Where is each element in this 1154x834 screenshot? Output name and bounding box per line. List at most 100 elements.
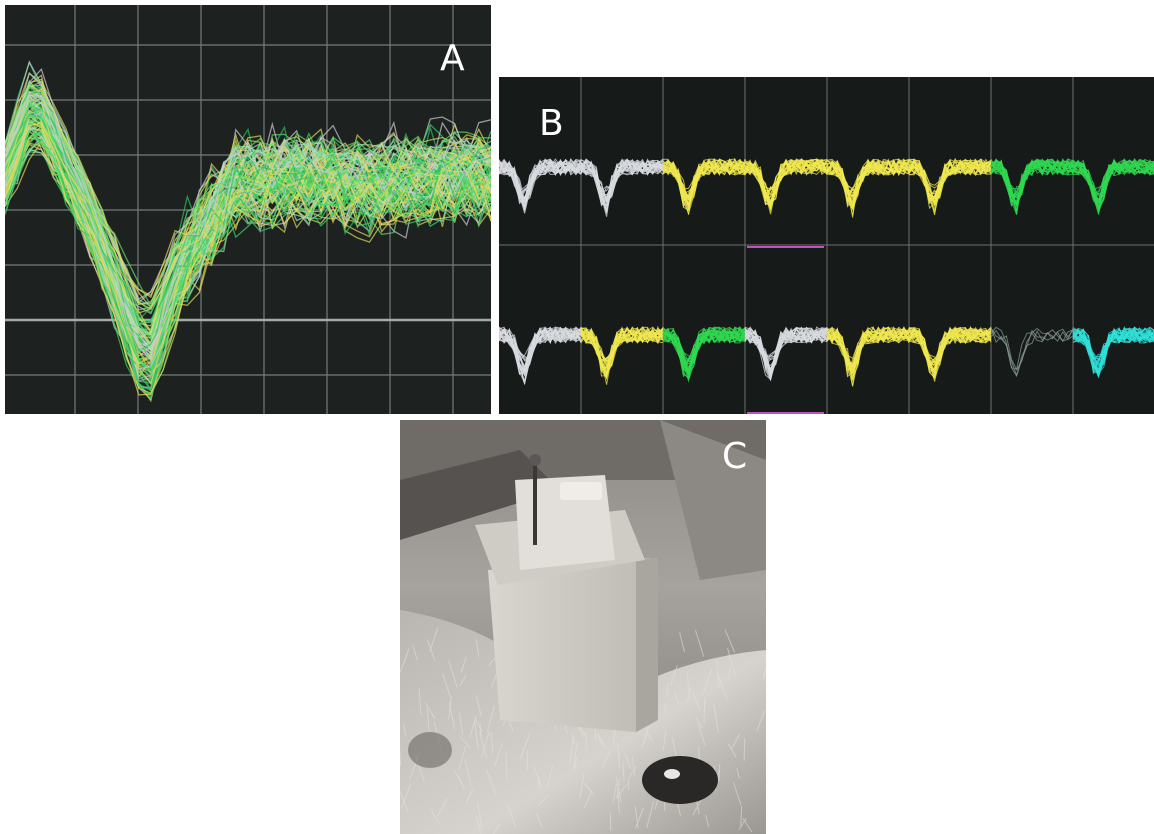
waveform-trace xyxy=(580,158,664,206)
fur-stroke xyxy=(617,792,620,813)
fur-stroke xyxy=(673,691,679,704)
fur-stroke xyxy=(612,783,617,803)
fur-stroke xyxy=(743,738,746,761)
waveform-trace xyxy=(826,326,910,372)
fur-stroke xyxy=(628,766,637,778)
fur-stroke xyxy=(459,777,465,791)
fur-stroke xyxy=(436,798,448,817)
fur-stroke xyxy=(402,724,407,737)
fur-stroke xyxy=(465,788,474,804)
fur-stroke xyxy=(424,702,436,719)
waveform-trace xyxy=(990,160,1074,207)
fur-stroke xyxy=(494,743,503,767)
fur-stroke xyxy=(597,733,606,748)
waveform-trace xyxy=(5,122,491,395)
fur-stroke xyxy=(701,667,713,696)
fur-stroke xyxy=(694,630,705,657)
fur-stroke xyxy=(546,765,554,789)
fur-stroke xyxy=(475,815,482,834)
panel-b-image: B xyxy=(499,77,1154,414)
fur-stroke xyxy=(718,764,721,781)
waveform-trace xyxy=(662,328,746,377)
waveform-trace xyxy=(826,328,910,371)
panel-a-image: A xyxy=(5,5,491,414)
fur-stroke xyxy=(579,773,585,799)
panel-c-image: C xyxy=(400,420,766,834)
fur-stroke xyxy=(519,733,531,759)
fur-stroke xyxy=(617,742,621,769)
fur-stroke xyxy=(613,727,615,746)
fur-stroke xyxy=(538,794,549,807)
waveform-trace xyxy=(5,111,491,370)
fur-stroke xyxy=(664,702,667,715)
fur-stroke xyxy=(442,673,452,699)
fur-stroke xyxy=(692,797,703,816)
fur-stroke xyxy=(697,723,706,746)
waveform-trace xyxy=(499,158,582,205)
waveform-trace xyxy=(744,329,828,371)
waveform-trace xyxy=(5,113,491,326)
fur-stroke xyxy=(479,723,482,737)
waveform-trace xyxy=(908,329,992,380)
waveform-trace xyxy=(744,161,828,202)
fur-stroke xyxy=(624,753,632,770)
fur-stroke xyxy=(634,807,644,830)
waveform-trace xyxy=(5,90,491,362)
waveform-trace xyxy=(744,158,828,206)
waveform-trace xyxy=(744,326,828,377)
fur-stroke xyxy=(740,805,743,826)
waveform-trace xyxy=(5,100,491,386)
waveform-trace xyxy=(990,159,1074,207)
fur-stroke xyxy=(464,759,472,786)
fur-stroke xyxy=(486,705,496,732)
fur-stroke xyxy=(474,721,479,750)
waveform-trace xyxy=(662,327,746,383)
fur-stroke xyxy=(475,695,482,716)
fur-stroke xyxy=(601,750,611,770)
waveform-trace xyxy=(580,326,664,370)
waveform-trace xyxy=(580,160,664,207)
fur-stroke xyxy=(430,809,440,823)
waveform-trace xyxy=(826,326,910,381)
fur-stroke xyxy=(475,639,480,657)
waveform-trace xyxy=(662,158,746,198)
waveform-trace xyxy=(744,158,828,206)
fur-stroke xyxy=(738,818,747,831)
fur-stroke xyxy=(400,783,412,809)
fur-stroke xyxy=(458,712,464,735)
fur-stroke xyxy=(476,801,483,828)
waveform-trace xyxy=(5,122,491,335)
waveform-trace xyxy=(990,158,1074,206)
fur-stroke xyxy=(569,737,574,765)
waveform-trace xyxy=(908,158,992,203)
fur-stroke xyxy=(705,814,710,828)
waveform-trace xyxy=(990,327,1074,378)
fur-stroke xyxy=(481,730,490,757)
fur-stroke xyxy=(469,716,477,739)
waveform-trace xyxy=(662,326,746,369)
panel-label: A xyxy=(440,38,465,79)
fur-stroke xyxy=(418,688,422,715)
fur-stroke xyxy=(426,707,430,732)
fur-stroke xyxy=(573,742,578,770)
fur-stroke xyxy=(713,705,719,734)
fur-stroke xyxy=(506,803,517,828)
waveform-trace xyxy=(1072,326,1154,378)
fur-stroke xyxy=(584,789,593,808)
fur-stroke xyxy=(727,743,737,758)
waveform-trace xyxy=(5,100,491,308)
fur-stroke xyxy=(400,648,410,673)
waveform-trace xyxy=(909,161,992,212)
fur-stroke xyxy=(724,629,736,653)
fur-stroke xyxy=(400,790,409,812)
fur-stroke xyxy=(692,691,701,711)
waveform-trace xyxy=(499,328,582,375)
waveform-trace xyxy=(990,158,1074,207)
waveform-trace xyxy=(580,159,664,206)
fur-stroke xyxy=(474,718,483,732)
fur-stroke xyxy=(536,774,541,789)
waveform-trace xyxy=(826,159,910,198)
fur-stroke xyxy=(448,660,458,688)
waveform-trace xyxy=(580,326,664,377)
waveform-trace xyxy=(662,160,746,190)
